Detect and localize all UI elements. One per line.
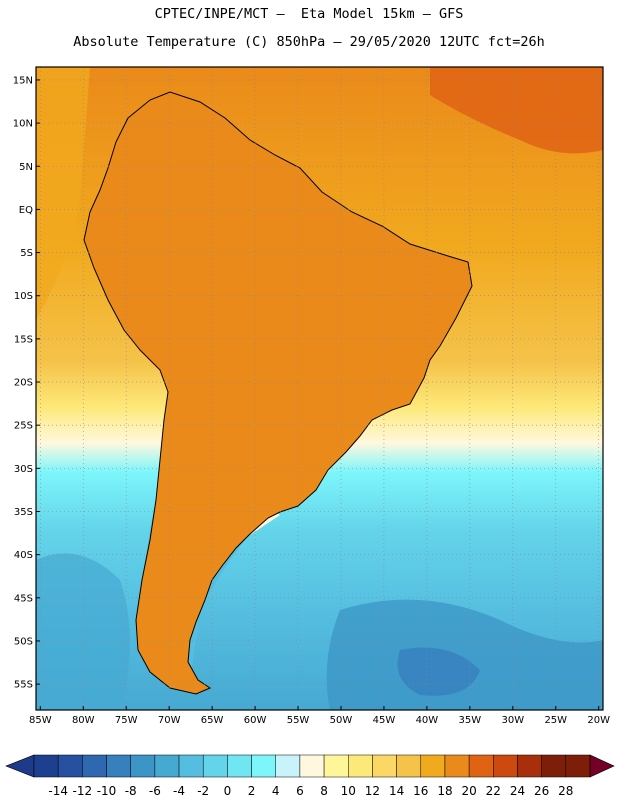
lon-label: 85W [29,715,52,726]
lat-label: 10S [14,291,33,302]
lon-label: 20W [587,715,610,726]
lon-label: 45W [373,715,396,726]
lon-label: 75W [115,715,138,726]
lat-label: 55S [14,680,33,691]
lat-lon-grid [36,67,603,710]
lat-label: 15N [13,75,33,86]
lon-label: 80W [72,715,95,726]
coldest-ocean-patch [397,647,480,696]
pacific-warm-band [36,67,90,320]
lat-label: EQ [19,205,33,216]
warm-ocean-patch [430,67,603,154]
lat-label: 20S [14,378,33,389]
lon-label: 70W [158,715,181,726]
map-title-line-1: CPTEC/INPE/MCT – Eta Model 15km – GFS [154,6,464,22]
map-frame [35,66,604,711]
lon-label: 35W [459,715,482,726]
longitude-labels: 85W 80W 75W 70W 65W 60W 55W 50W 45W 40W 35W 30W 25W 2… [29,715,610,726]
lon-label: 30W [501,715,524,726]
lat-label: 35S [14,507,33,518]
lat-label: 25S [14,421,33,432]
lat-label: 5S [20,248,33,259]
lon-label: 55W [287,715,310,726]
lon-label: 40W [416,715,439,726]
lat-label: 30S [14,464,33,475]
map-title-line-2: Absolute Temperature (C) 850hPa – 29/05/… [73,34,545,50]
lon-label: 65W [201,715,224,726]
lat-label: 50S [14,636,33,647]
lat-label: 10N [13,119,33,130]
lon-label: 25W [544,715,567,726]
cold-ocean-patch-east [326,599,603,710]
temperature-field [36,67,603,710]
lat-label: 5N [19,162,33,173]
lat-label: 15S [14,334,33,345]
latitude-labels: 15N 10N 5N EQ 5S 10S 15S 20S 25S 30S 35S 40S 45S 50S 5… [13,75,33,690]
lat-label: 45S [14,593,33,604]
lon-label: 60W [244,715,267,726]
lon-label: 50W [330,715,353,726]
lat-label: 40S [14,550,33,561]
